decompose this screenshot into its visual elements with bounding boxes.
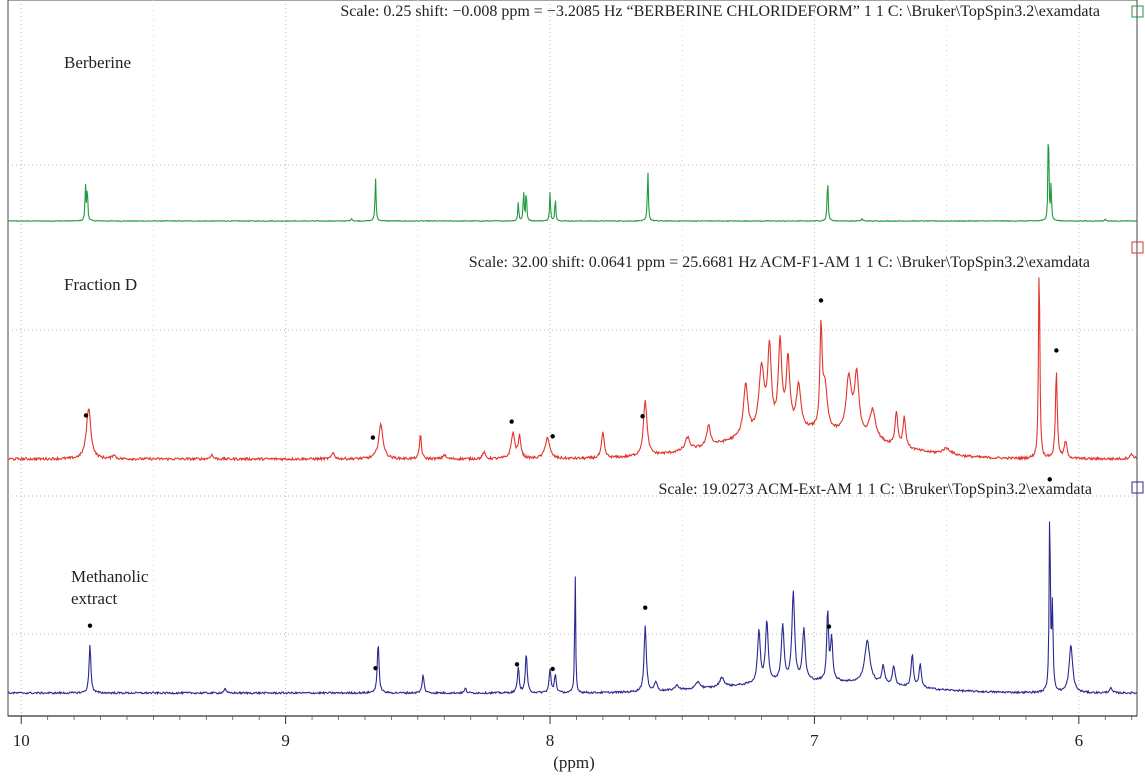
peak-marker-dot: [826, 624, 832, 629]
peak-marker-dot: [87, 623, 93, 628]
series-name-label: Berberine: [64, 53, 131, 72]
x-tick-label: 9: [281, 731, 290, 750]
scale-info-label: Scale: 32.00 shift: 0.0641 ppm = 25.6681…: [469, 254, 1090, 271]
peak-marker-dot: [550, 434, 555, 439]
series-color-box: [1131, 241, 1144, 254]
peak-marker-dot: [370, 435, 376, 440]
peak-marker-dot: [550, 666, 555, 672]
x-tick-label: 7: [810, 731, 819, 750]
peak-marker-dot: [643, 605, 648, 610]
series-color-box: [1131, 5, 1144, 18]
scale-info-label: Scale: 19.0273 ACM-Ext-AM 1 1 C: \Bruker…: [659, 481, 1093, 498]
plot-frame: [7, 0, 1138, 717]
peak-marker-dot: [83, 413, 89, 418]
spectrum-line-3: [7, 521, 1138, 696]
scale-info-label: Scale: 0.25 shift: −0.008 ppm = −3.2085 …: [340, 3, 1100, 20]
x-axis-label: (ppm): [553, 753, 595, 772]
peak-marker-dot: [1047, 477, 1052, 482]
spectrum-line-2: [7, 277, 1138, 462]
peak-marker-dot: [1054, 348, 1059, 353]
series-name-label: Fraction D: [64, 275, 137, 294]
peak-marker-dot: [818, 298, 824, 303]
series-color-box: [1131, 481, 1144, 494]
x-tick-label: 10: [13, 731, 30, 750]
x-tick-label: 8: [546, 731, 555, 750]
peak-marker-dot: [514, 662, 520, 667]
grid-lines: [7, 0, 1138, 717]
peak-marker-dot: [640, 414, 645, 419]
x-tick-label: 6: [1075, 731, 1084, 750]
series-name-line: extract: [71, 589, 118, 608]
peak-marker-dot: [509, 419, 514, 424]
series-name-label: Methanolic extract: [71, 567, 149, 608]
series-name-line: Methanolic: [71, 567, 149, 586]
peak-marker-dot: [373, 665, 378, 671]
series-labels: Berberine Scale: 0.25 shift: −0.008 ppm =…: [64, 3, 1144, 608]
x-axis: 10 9 8 7 6: [8, 715, 1137, 750]
spectrum-line-1: [7, 144, 1138, 223]
spectra-group: [7, 144, 1138, 696]
